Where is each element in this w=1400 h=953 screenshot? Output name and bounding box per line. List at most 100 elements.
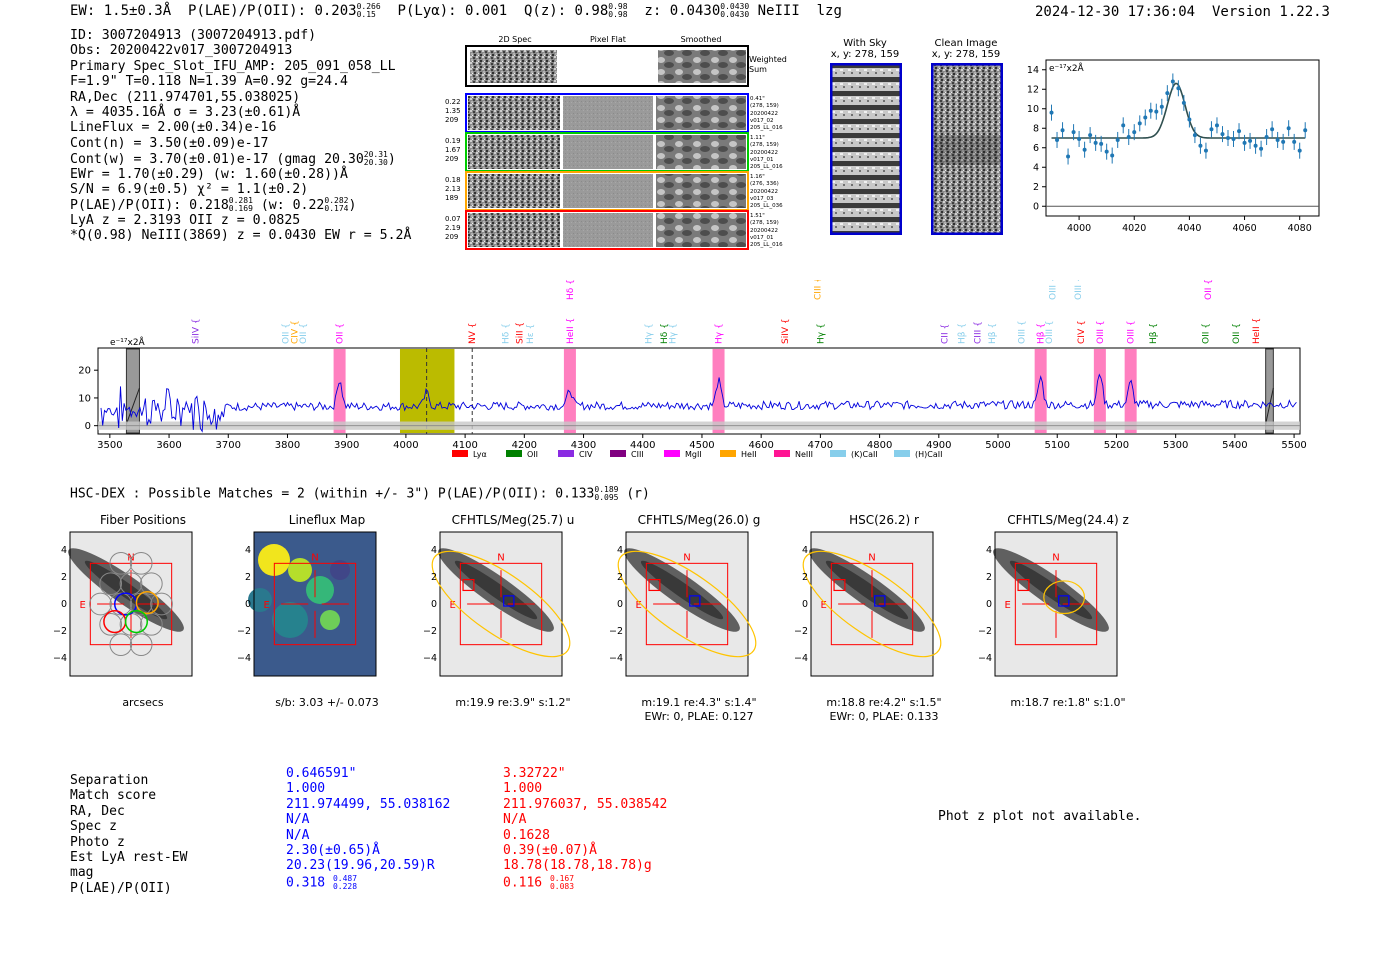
match-box-red [648,578,661,592]
cutout-ytick-label: 4 [431,545,437,556]
fiber-circle-green [124,610,149,634]
header-z-hi: 0.0430 [720,2,750,11]
zoom-point [1203,148,1208,153]
clean-image-title: Clean Image x, y: 278, 159 [928,38,1004,60]
red-photoz: 0.1628 [503,827,550,843]
col-pixel-flat-label: Pixel Flat [590,35,626,44]
header-line-id: NeIII [757,3,800,19]
spectrum-line-id-label: Hδ { [566,280,576,300]
zoom-ylabel: e⁻¹⁷x2Å [1049,62,1085,74]
cutout-caption-2: EWr: 0, PLAE: 0.133 [829,710,939,723]
compass-east: E [1004,600,1010,611]
legend-label: Lyα [473,450,487,459]
red-ew: 0.39(±0.07)Å [503,842,597,858]
match-box-blue [1058,595,1070,607]
legend-swatch [774,450,790,457]
fiber-row-right-5: 205_LL_036 [750,203,783,209]
fiber-circle [99,612,123,636]
spectrum-xtick-label: 4900 [926,440,951,451]
spectrum-line-highlight [712,349,725,433]
fiber-row-smooth [656,213,746,247]
fiber-row-right-5: 205_LL_016 [750,164,783,170]
zoom-point [1214,123,1219,128]
zoom-point [1165,91,1170,96]
match-box-blue [503,595,515,607]
zoom-point [1181,100,1186,105]
galaxy-core [640,560,724,620]
col-smoothed-label: Smoothed [681,35,722,44]
zoom-point [1209,127,1214,132]
legend-swatch [506,450,522,457]
red-plae: 0.116 [503,875,543,891]
match-table-labels: Separation Match score RA, Dec Spec z Ph… [70,773,187,897]
red-separation: 3.32722" [503,766,566,781]
info-contn: Cont(n) = 3.50(±0.09)e-17 [70,135,269,151]
spectrum-line-id-label: Hγ { [715,323,725,344]
galaxy-core [825,560,909,620]
zoom-point [1132,130,1137,135]
label-plae: P(LAE)/P(OII) [70,880,172,896]
aperture-ellipse [431,550,571,658]
hsc-title: HSC-DEX : Possible Matches = 2 (within +… [70,486,595,502]
fiber-row-right-1: 0.41" [750,96,765,102]
zoom-point [1187,117,1192,122]
search-box [645,562,729,646]
label-spec-z: Spec z [70,819,117,835]
spectrum-xtick-label: 5100 [1045,440,1070,451]
cutout-frame [810,531,934,677]
info-lya: LyA z = 2.3193 OII z = 0.0825 [70,212,301,228]
legend-label: CIV [579,450,593,459]
zoom-ytick-label: 2 [1033,182,1039,193]
header-z: z: 0.0430 [644,3,721,19]
zoom-plot-frame [1045,59,1320,217]
compass-north: N [683,553,690,564]
cutout-image: NE−4−4−2−2002244 [53,531,193,677]
header-line: EW: 1.5±0.3Å P(LAE)/P(OII): 0.203 0.266 0.… [70,2,842,20]
cutout-caption: m:19.9 re:3.9" s:1.2" [455,696,571,709]
spectrum-line-id-label: CIV { [291,320,301,344]
zoom-ytick-label: 8 [1033,123,1039,134]
spectrum-xtick-label: 4000 [393,440,418,451]
fiber-circle [150,592,173,616]
spectrum-xtick-label: 3600 [156,440,181,451]
spectrum-line-ids: SiIV {OII {CIV {OII {OII {NV {Hδ {SiII {… [192,280,1262,344]
cutout-caption: arcsecs [122,696,164,709]
zoom-point [1264,135,1269,140]
blue-radec: 211.974499, 55.038162 [286,796,451,812]
header-qz-lo: 0.98 [608,10,628,19]
info-contw: Cont(w) = 3.70(±0.01)e-17 (gmag 20.30 [70,152,364,168]
cutout-ytick-label: −2 [794,626,808,637]
spectrum-line-id-label: CIII { [973,321,983,344]
cutout-ytick-label: −4 [53,653,67,664]
info-lineflux: LineFlux = 2.00(±0.34)e-16 [70,120,277,136]
cutout-ytick-label: 4 [61,545,67,556]
blue-ew: 2.30(±0.65)Å [286,842,380,858]
spectrum-line-id-label: SiII { [516,322,526,344]
label-radec: RA, Dec [70,803,125,819]
zoom-point [1281,139,1286,144]
search-box [89,562,173,646]
label-mag: mag [70,865,94,881]
zoom-point [1077,136,1082,141]
spectrum-line-id-label: OII { [1204,280,1214,300]
compass-north: N [127,553,134,564]
fiber-row-right-4: v017_02 [750,118,774,124]
hsc-band: (r) [626,486,650,502]
zoom-point [1159,104,1164,109]
zoom-point [1154,109,1159,114]
cutout-ytick-label: 2 [617,572,623,583]
zoom-point [1143,115,1148,120]
zoom-ytick-label: 10 [1027,104,1039,115]
cutout-ytick-label: 0 [617,599,623,610]
fiber-row-right-2: (278, 159) [750,103,779,109]
match-box-red [1017,578,1030,592]
spectrum-line-id-label: OIII { [1018,320,1028,344]
spectrum-line-id-label: HeII { [1252,318,1262,344]
spectrum-xtick-label: 4700 [808,440,833,451]
cutout-ytick-label: 2 [802,572,808,583]
zoom-point [1275,137,1280,142]
zoom-point [1099,141,1104,146]
zoom-xtick-label: 4000 [1067,223,1091,234]
info-plae-hi: 0.281 [228,196,253,206]
